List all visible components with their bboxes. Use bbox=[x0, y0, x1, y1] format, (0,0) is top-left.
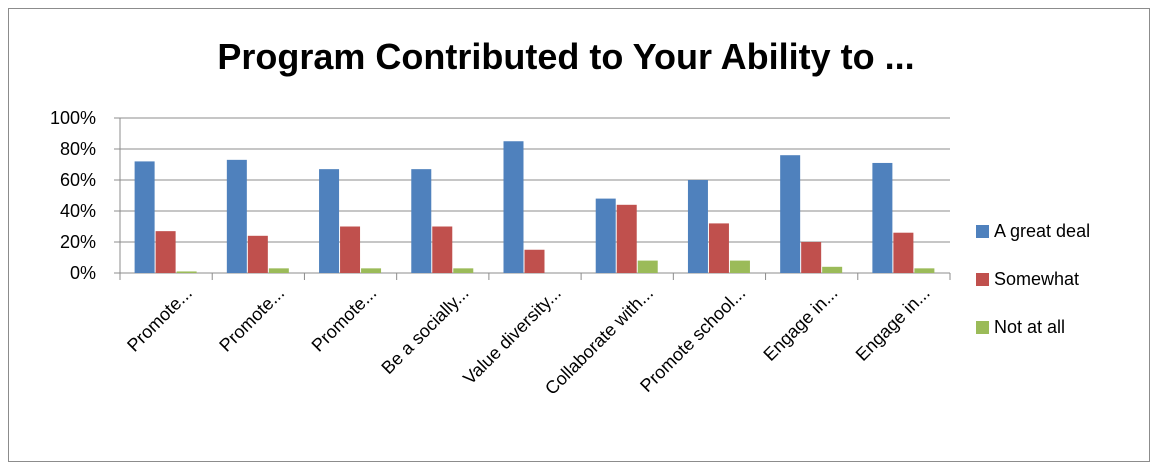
bar-a-great-deal bbox=[134, 161, 155, 273]
bar-not-at-all bbox=[914, 268, 935, 273]
bar-not-at-all bbox=[361, 268, 382, 273]
x-tick-label: Promote... bbox=[308, 283, 381, 356]
bar-not-at-all bbox=[176, 271, 197, 273]
x-tick-label: Promote... bbox=[123, 283, 196, 356]
x-tick-label: Engage in... bbox=[852, 283, 934, 365]
bar-a-great-deal bbox=[503, 141, 524, 273]
bar-a-great-deal bbox=[411, 169, 432, 273]
bar-somewhat bbox=[155, 231, 176, 273]
bar-somewhat bbox=[801, 242, 822, 273]
x-tick-label: Value diversity... bbox=[459, 283, 565, 389]
bar-not-at-all bbox=[637, 260, 658, 273]
bar-a-great-deal bbox=[595, 198, 616, 273]
x-tick-label: Promote... bbox=[215, 283, 288, 356]
chart-frame bbox=[8, 8, 1150, 462]
y-tick-label: 40% bbox=[60, 201, 96, 221]
bar-somewhat bbox=[616, 204, 637, 273]
chart-title: Program Contributed to Your Ability to .… bbox=[217, 36, 915, 77]
bar-not-at-all bbox=[822, 266, 843, 273]
legend-label: A great deal bbox=[994, 221, 1090, 241]
legend-swatch bbox=[976, 321, 989, 334]
bar-not-at-all bbox=[268, 268, 289, 273]
bar-somewhat bbox=[247, 235, 268, 273]
bar-a-great-deal bbox=[872, 162, 893, 273]
legend-label: Not at all bbox=[994, 317, 1065, 337]
bar-somewhat bbox=[524, 249, 545, 273]
bar-somewhat bbox=[340, 226, 361, 273]
bar-somewhat bbox=[432, 226, 453, 273]
x-tick-label: Engage in... bbox=[759, 283, 841, 365]
bar-a-great-deal bbox=[319, 169, 340, 273]
bar-a-great-deal bbox=[687, 180, 708, 273]
bar-a-great-deal bbox=[226, 159, 247, 273]
legend-label: Somewhat bbox=[994, 269, 1079, 289]
bar-not-at-all bbox=[729, 260, 750, 273]
bar-somewhat bbox=[893, 232, 914, 273]
y-tick-label: 100% bbox=[50, 108, 96, 128]
y-tick-label: 80% bbox=[60, 139, 96, 159]
legend-swatch bbox=[976, 273, 989, 286]
bar-somewhat bbox=[708, 223, 729, 273]
x-tick-label: Be a socially... bbox=[377, 283, 472, 378]
bar-a-great-deal bbox=[780, 155, 801, 273]
y-tick-label: 60% bbox=[60, 170, 96, 190]
y-tick-label: 0% bbox=[70, 263, 96, 283]
bar-not-at-all bbox=[453, 268, 474, 273]
legend-swatch bbox=[976, 225, 989, 238]
y-tick-label: 20% bbox=[60, 232, 96, 252]
